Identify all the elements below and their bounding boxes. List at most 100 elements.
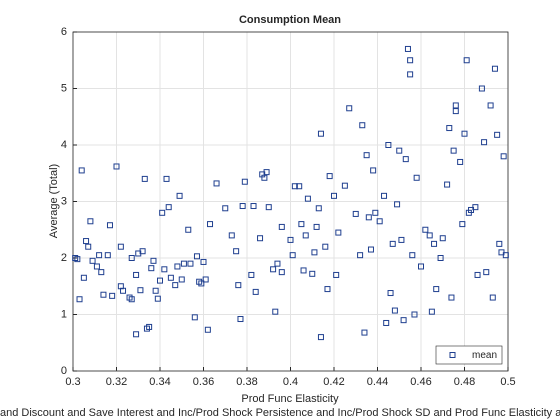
y-tick-label: 1 [61, 308, 67, 320]
point [335, 229, 342, 236]
point [357, 252, 364, 259]
point [180, 260, 187, 267]
point [228, 232, 235, 239]
point [87, 218, 94, 225]
point [315, 205, 322, 212]
x-tick-label: 0.48 [454, 376, 475, 388]
point [106, 222, 113, 229]
bottom-label: and Discount and Save Interest and Inc/P… [0, 407, 560, 419]
point [96, 252, 103, 259]
point [167, 274, 174, 281]
point [313, 223, 320, 230]
point [274, 260, 281, 267]
point [391, 307, 398, 314]
point [411, 311, 418, 318]
point [100, 291, 107, 298]
point [457, 158, 464, 165]
point [93, 263, 100, 270]
x-tick-label: 0.38 [236, 376, 257, 388]
point [496, 240, 503, 247]
point [165, 204, 172, 211]
point [248, 271, 255, 278]
point [98, 269, 105, 276]
point [200, 258, 207, 265]
legend-marker [449, 352, 456, 358]
point [359, 122, 366, 129]
point [372, 209, 379, 216]
x-tick-label: 0.36 [193, 376, 214, 388]
y-tick-label: 4 [61, 139, 67, 151]
point [472, 204, 479, 211]
point [324, 286, 331, 293]
point [407, 57, 414, 64]
point [176, 192, 183, 199]
point [137, 287, 144, 294]
point [461, 130, 468, 137]
point [257, 235, 264, 242]
point [396, 147, 403, 154]
point [198, 280, 205, 287]
point [80, 274, 87, 281]
point [381, 192, 388, 199]
point [159, 209, 166, 216]
point [463, 57, 470, 64]
x-tick-label: 0.3 [65, 376, 80, 388]
point [296, 183, 303, 190]
point [309, 270, 316, 277]
point [252, 288, 259, 295]
point [394, 201, 401, 208]
point [287, 236, 294, 243]
point [439, 235, 446, 242]
point [409, 252, 416, 259]
point [161, 266, 168, 273]
point [278, 269, 285, 276]
point [407, 71, 414, 78]
point [450, 147, 457, 154]
point [300, 267, 307, 274]
point [367, 246, 374, 253]
y-tick-label: 5 [61, 82, 67, 94]
point [133, 331, 140, 338]
point [448, 294, 455, 301]
y-tick-label: 2 [61, 252, 67, 264]
x-axis-label: Prod Func Elasticity [241, 393, 339, 405]
point [422, 226, 429, 233]
point [494, 131, 501, 138]
point [109, 292, 116, 299]
point [178, 276, 185, 283]
point [400, 317, 407, 324]
point [333, 271, 340, 278]
point [428, 308, 435, 315]
point [222, 205, 229, 212]
point [459, 221, 466, 228]
point [104, 252, 111, 259]
point [85, 243, 92, 250]
point [446, 125, 453, 132]
x-tick-label: 0.32 [106, 376, 127, 388]
point [204, 326, 211, 333]
point [491, 65, 498, 72]
point [376, 218, 383, 225]
point [291, 183, 298, 190]
point [152, 287, 159, 294]
x-tick-label: 0.4 [283, 376, 298, 388]
point [317, 130, 324, 137]
point [120, 287, 127, 294]
x-tick-label: 0.44 [367, 376, 388, 388]
point [187, 260, 194, 267]
point [341, 182, 348, 189]
y-tick-label: 6 [61, 26, 67, 38]
point [150, 257, 157, 264]
point [172, 282, 179, 289]
point [483, 269, 490, 276]
point [346, 105, 353, 112]
point [239, 203, 246, 210]
axes-box [72, 31, 509, 372]
point [404, 45, 411, 52]
point [289, 252, 296, 259]
point [272, 308, 279, 315]
point [146, 323, 153, 330]
legend-label: mean [472, 350, 497, 361]
point [233, 248, 240, 255]
